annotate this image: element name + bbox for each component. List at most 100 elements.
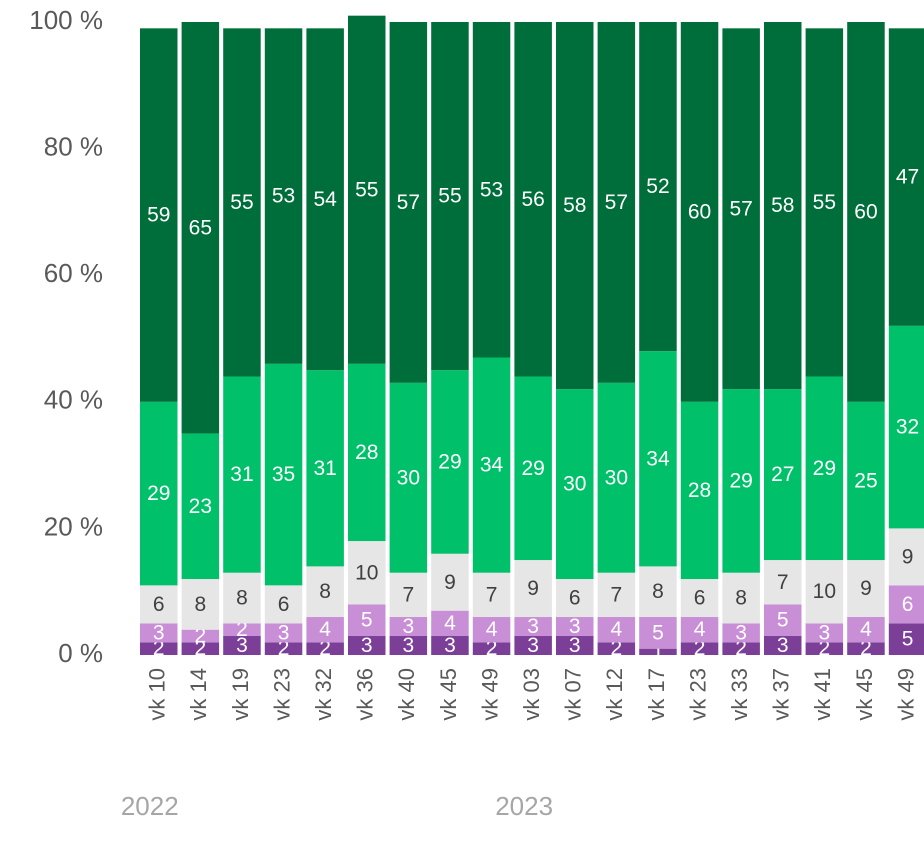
bar-segment <box>680 579 719 618</box>
data-label: 3 <box>569 634 581 657</box>
bar-segment <box>764 560 802 605</box>
x-tick-label: vk 19 <box>228 668 253 721</box>
bar-segment <box>431 22 469 371</box>
bar-segment <box>888 28 924 326</box>
bar-segment <box>389 636 428 655</box>
x-tick-label: vk 12 <box>602 668 627 721</box>
bar-segment <box>472 22 511 358</box>
data-label: 4 <box>319 618 331 641</box>
data-label: 7 <box>486 583 498 606</box>
data-label: 56 <box>521 188 544 211</box>
data-label: 4 <box>611 618 623 641</box>
data-label: 4 <box>444 612 456 635</box>
bar-segment <box>680 22 719 402</box>
data-label: 55 <box>813 191 836 214</box>
bar-segment <box>764 636 802 655</box>
bar-segment <box>680 401 719 580</box>
data-label: 5 <box>902 628 914 651</box>
data-label: 3 <box>361 634 373 657</box>
x-tick-label: vk 32 <box>311 668 336 721</box>
data-label: 3 <box>153 621 165 644</box>
bar-segment <box>181 579 220 630</box>
y-tick-label: 100 % <box>29 5 103 35</box>
bar-segment <box>472 572 511 618</box>
data-label: 8 <box>195 593 207 616</box>
bar-segment <box>140 642 178 655</box>
year-label: 2022 <box>121 791 179 821</box>
bar-segment <box>680 642 719 655</box>
x-tick-label: vk 03 <box>519 668 544 721</box>
data-label: 9 <box>444 571 456 594</box>
data-label: 6 <box>278 593 290 616</box>
bar-segment <box>722 28 760 390</box>
bar-segment <box>223 572 261 624</box>
data-label: 53 <box>480 178 503 201</box>
data-label: 2 <box>278 637 290 660</box>
data-label: 55 <box>230 191 253 214</box>
data-label: 8 <box>236 587 248 610</box>
data-label: 4 <box>694 618 706 641</box>
bar-segment <box>639 566 677 618</box>
bar-segment <box>514 22 552 377</box>
bar-segment <box>264 585 303 624</box>
data-label: 58 <box>563 194 586 217</box>
data-label: 7 <box>611 583 623 606</box>
bar-segment <box>847 401 885 561</box>
bar-segment <box>597 642 636 655</box>
data-label: 2 <box>819 637 831 660</box>
data-label: 60 <box>688 200 711 223</box>
data-label: 30 <box>605 466 628 489</box>
data-label: 57 <box>729 197 752 220</box>
data-label: 60 <box>854 200 877 223</box>
year-label: 2023 <box>495 791 553 821</box>
data-label: 3 <box>403 615 415 638</box>
x-tick-label: vk 23 <box>685 668 710 721</box>
data-label: 30 <box>397 466 420 489</box>
bar-segment <box>306 28 344 371</box>
data-label: 3 <box>278 621 290 644</box>
bar-segment <box>264 623 303 643</box>
data-label: 10 <box>813 580 836 603</box>
data-label: 1 <box>652 640 664 663</box>
bar-segment <box>348 636 386 655</box>
bar-segment <box>805 376 844 561</box>
bar-segment <box>348 15 386 364</box>
bar-segment <box>140 28 178 402</box>
data-label: 6 <box>569 587 581 610</box>
data-label: 3 <box>236 634 248 657</box>
x-tick-label: vk 23 <box>269 668 294 721</box>
bar-segment <box>306 566 344 618</box>
data-label: 3 <box>819 621 831 644</box>
data-label: 8 <box>319 580 331 603</box>
bar-segment <box>639 351 677 567</box>
data-label: 3 <box>569 615 581 638</box>
data-label: 47 <box>896 166 919 189</box>
x-tick-label: vk 40 <box>394 668 419 721</box>
bar-segment <box>805 642 844 655</box>
bar-segment <box>264 28 303 364</box>
bar-segment <box>514 560 552 618</box>
data-label: 2 <box>195 625 207 648</box>
bar-segment <box>472 357 511 573</box>
bar-segment <box>140 623 178 643</box>
bar-segment <box>472 642 511 655</box>
bar-segment <box>264 363 303 586</box>
x-tick-label: vk 14 <box>186 668 211 721</box>
bar-segment <box>597 617 636 643</box>
data-label: 65 <box>189 216 212 239</box>
bar-segment <box>722 642 760 655</box>
data-label: 2 <box>694 637 706 660</box>
bar-segment <box>556 617 594 637</box>
bar-segment <box>431 636 469 655</box>
x-tick-label: vk 49 <box>477 668 502 721</box>
data-label: 25 <box>854 469 877 492</box>
bar-segment <box>140 585 178 624</box>
bar-segment <box>514 636 552 655</box>
data-label: 32 <box>896 416 919 439</box>
bar-segment <box>181 22 220 434</box>
data-label: 2 <box>195 637 207 660</box>
data-label: 57 <box>605 191 628 214</box>
data-label: 7 <box>777 571 789 594</box>
data-label: 34 <box>480 454 504 477</box>
data-label: 5 <box>652 621 664 644</box>
